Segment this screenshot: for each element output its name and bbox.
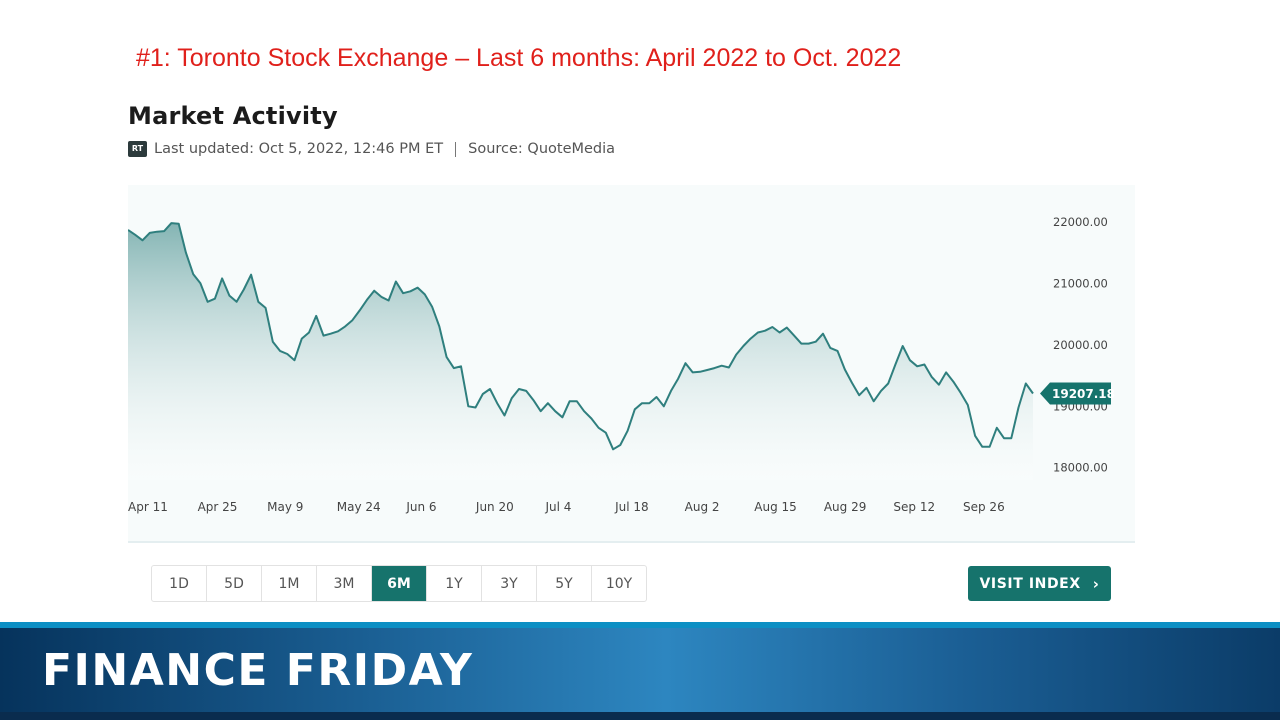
divider — [455, 141, 457, 157]
range-button-1y[interactable]: 1Y — [427, 566, 482, 601]
x-tick-label: Jul 18 — [614, 500, 649, 514]
visit-index-button[interactable]: VISIT INDEX › — [968, 566, 1111, 601]
x-tick-label: Sep 12 — [893, 500, 935, 514]
y-tick-label: 20000.00 — [1053, 338, 1108, 352]
x-tick-label: Apr 11 — [128, 500, 168, 514]
slide-title: #1: Toronto Stock Exchange – Last 6 mont… — [136, 44, 902, 72]
range-button-1m[interactable]: 1M — [262, 566, 317, 601]
x-tick-label: Aug 2 — [685, 500, 720, 514]
range-button-3y[interactable]: 3Y — [482, 566, 537, 601]
x-tick-label: Jun 6 — [405, 500, 436, 514]
range-button-3m[interactable]: 3M — [317, 566, 372, 601]
x-tick-label: May 24 — [337, 500, 381, 514]
source-text: Source: QuoteMedia — [468, 141, 616, 157]
realtime-badge: RT — [128, 141, 147, 157]
x-tick-label: May 9 — [267, 500, 303, 514]
price-chart[interactable]: 22000.0021000.0020000.0019000.0018000.00… — [128, 185, 1135, 541]
x-tick-label: Jul 4 — [545, 500, 572, 514]
range-button-5y[interactable]: 5Y — [537, 566, 592, 601]
x-tick-label: Apr 25 — [198, 500, 238, 514]
last-value-label: 19207.18 — [1052, 387, 1115, 401]
last-updated-text: Last updated: Oct 5, 2022, 12:46 PM ET — [154, 141, 444, 157]
range-button-6m[interactable]: 6M — [372, 566, 427, 601]
y-tick-label: 18000.00 — [1053, 461, 1108, 475]
price-area-fill — [128, 223, 1033, 480]
range-button-1d[interactable]: 1D — [152, 566, 207, 601]
chart-area[interactable]: 22000.00 21000.00 20000.00 19000.00 18000.00… — [128, 185, 1135, 543]
y-tick-label: 22000.00 — [1053, 215, 1108, 229]
x-tick-label: Jun 20 — [475, 500, 514, 514]
x-axis-ticks: Apr 11 Apr 25 May 9 May 24 Jun 6 Jun 20 Jul 4 J… — [128, 500, 1005, 514]
price-line — [128, 222, 1034, 451]
range-button-5d[interactable]: 5D — [207, 566, 262, 601]
range-button-10y[interactable]: 10Y — [605, 575, 633, 592]
last-updated-line: RT Last updated: Oct 5, 2022, 12:46 PM E… — [128, 141, 615, 157]
x-tick-label: Sep 26 — [963, 500, 1005, 514]
x-tick-label: Aug 29 — [824, 500, 867, 514]
y-tick-label: 21000.00 — [1053, 276, 1108, 290]
banner-title: FINANCE FRIDAY — [42, 645, 474, 696]
last-value-tag-shape — [1040, 382, 1111, 405]
chevron-right-icon: › — [1092, 574, 1100, 593]
time-range-selector: 1D 5D 1M 3M 6M 1Y 3Y 5Y 10Y — [151, 565, 647, 602]
finance-friday-banner — [0, 622, 1280, 720]
last-value-tag: 19207.18 — [1040, 382, 1115, 405]
visit-index-label: VISIT INDEX — [979, 575, 1081, 592]
x-tick-label: Aug 15 — [754, 500, 797, 514]
widget-heading: Market Activity — [128, 102, 338, 130]
